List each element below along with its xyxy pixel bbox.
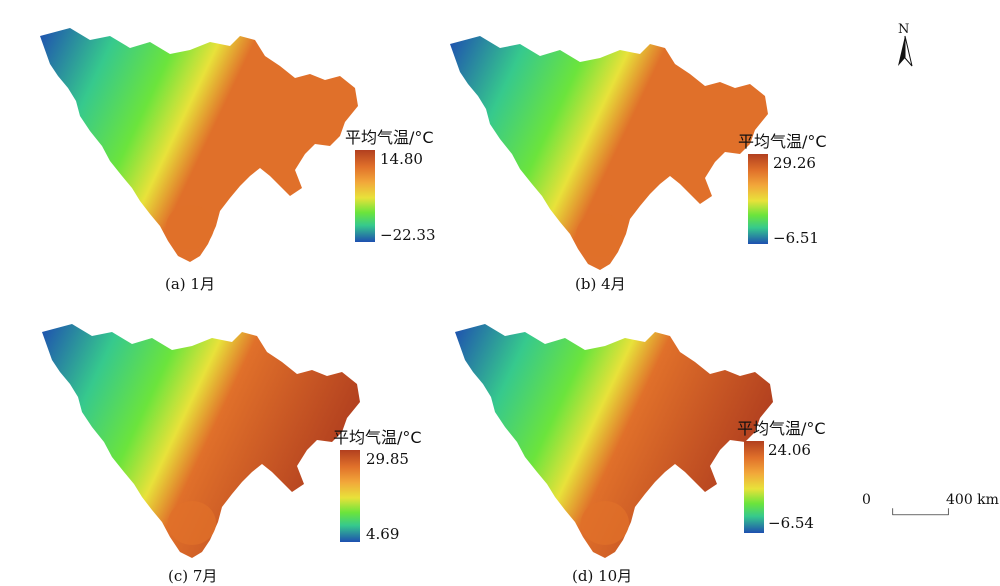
legend-title-a: 平均气温/°C [345,128,434,147]
north-arrow-icon [898,35,913,67]
region-shape-a [40,28,358,262]
legend-title-b: 平均气温/°C [738,132,827,151]
caption-a: (a) 1月 [165,275,215,293]
caption-b: (b) 4月 [575,275,626,293]
north-label: N [898,22,910,37]
legend-max-a: 14.80 [380,150,423,168]
legend-title-d: 平均气温/°C [737,419,826,438]
legend-min-b: −6.51 [773,229,819,247]
legend-max-b: 29.26 [773,154,816,172]
legend-colorbar-c [340,450,360,542]
legend-colorbar-a [355,150,375,242]
scale-start-label: 0 [862,492,871,508]
region-shape-b [450,36,768,270]
legend-min-a: −22.33 [380,226,436,244]
caption-d: (d) 10月 [572,567,633,585]
legend-title-c: 平均气温/°C [333,428,422,447]
legend-min-c: 4.69 [366,525,400,543]
region-shape-d [455,324,773,558]
legend-colorbar-d [744,441,764,533]
legend-colorbar-b [748,154,768,244]
region-south-lobe-a [166,205,214,249]
caption-c: (c) 7月 [168,567,218,585]
scale-bar [892,508,949,516]
region-shape-c [42,324,360,558]
legend-max-c: 29.85 [366,450,409,468]
legend-max-d: 24.06 [768,441,811,459]
region-south-lobe-b [576,213,624,257]
region-south-lobe-d [581,501,629,545]
legend-min-d: −6.54 [768,514,814,532]
scale-end-label: 400 km [946,492,999,508]
region-south-lobe-c [168,501,216,545]
